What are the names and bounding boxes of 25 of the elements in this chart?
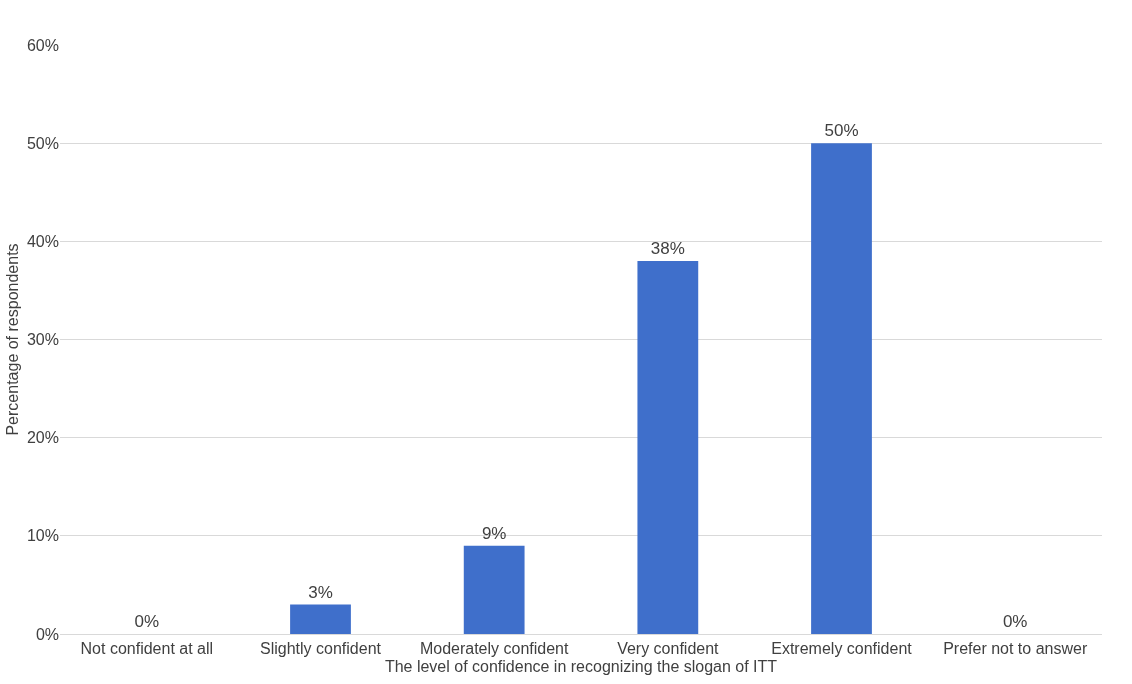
y-tick-label: 0% (35, 625, 59, 643)
y-axis-title: Percentage of respondents (3, 243, 21, 436)
x-axis-title: The level of confidence in recognizing the slogan of ITT (384, 657, 778, 675)
x-tick-label: Prefer not to answer (943, 640, 1088, 658)
data-label: 9% (481, 523, 507, 543)
data-label: 50% (824, 121, 859, 141)
bar (637, 260, 699, 634)
x-tick-label: Extremely confident (771, 640, 913, 658)
y-tick-label: 60% (26, 36, 59, 54)
data-label: 38% (650, 238, 685, 258)
bar (811, 143, 872, 634)
x-tick-label: Moderately confident (419, 640, 569, 658)
y-tick-label: 10% (26, 527, 59, 545)
data-label: 0% (134, 612, 160, 631)
x-tick-label: Slightly confident (260, 640, 382, 658)
y-tick-label: 50% (26, 134, 59, 152)
bar (290, 604, 351, 634)
y-tick-label: 20% (26, 429, 59, 447)
x-tick-label: Not confident at all (80, 640, 214, 658)
data-label: 3% (308, 582, 333, 602)
bar (463, 545, 525, 634)
y-tick-label: 40% (26, 232, 59, 250)
y-tick-label: 30% (26, 331, 59, 349)
data-label: 0% (1002, 612, 1028, 631)
x-tick-label: Very confident (617, 640, 720, 658)
